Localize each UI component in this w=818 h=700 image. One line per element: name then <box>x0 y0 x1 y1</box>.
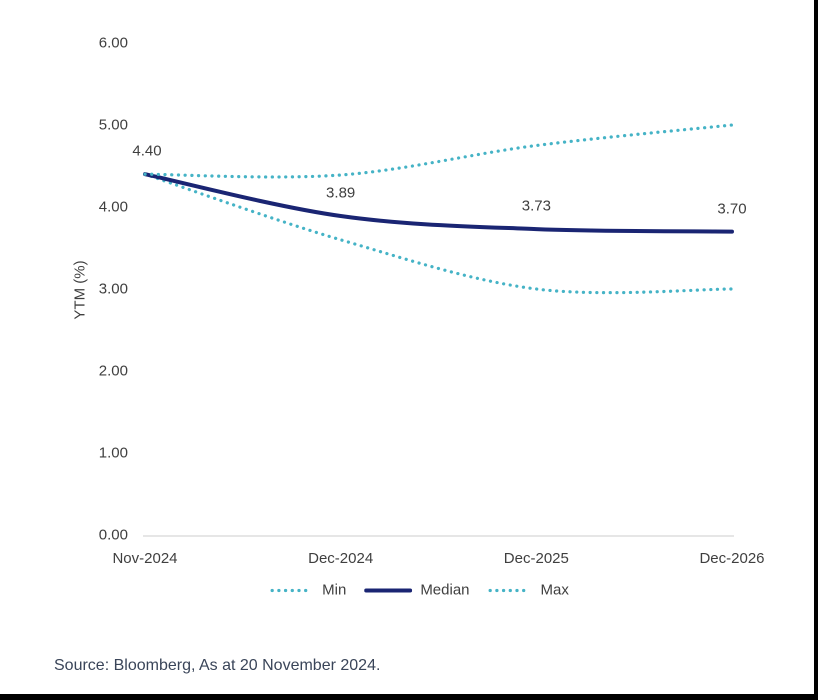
legend-item-median: Median <box>364 581 470 599</box>
x-axis-label: Dec-2026 <box>699 550 765 567</box>
legend-item-max: Max <box>488 582 569 599</box>
data-label: 3.73 <box>521 197 551 215</box>
median-series-line <box>143 172 734 234</box>
x-axis-label: Dec-2025 <box>503 550 569 567</box>
y-tick-label: 2.00 <box>98 362 128 380</box>
max-series-line <box>143 123 734 179</box>
x-axis-label: Nov-2024 <box>112 550 178 567</box>
legend-label-median: Median <box>420 581 470 599</box>
y-tick-label: 0.00 <box>98 526 128 544</box>
data-label: 4.40 <box>132 142 162 160</box>
y-tick-label: 5.00 <box>98 116 128 134</box>
y-tick-label: 4.00 <box>98 198 128 216</box>
y-tick-label: 3.00 <box>98 280 128 298</box>
y-tick-label: 6.00 <box>98 34 128 52</box>
y-tick-label: 1.00 <box>98 444 128 462</box>
data-label: 3.70 <box>717 200 747 218</box>
min-series-line <box>143 172 734 295</box>
min-line-swatch-icon <box>270 588 313 592</box>
x-axis-label: Dec-2024 <box>308 550 374 567</box>
bottom-border-bar <box>0 694 818 700</box>
source-note: Source: Bloomberg, As at 20 November 202… <box>54 657 381 674</box>
legend-item-min: Min <box>269 582 346 599</box>
median-line-swatch-icon <box>364 588 413 592</box>
right-border-bar <box>814 0 818 700</box>
legend-label-max: Max <box>540 581 569 599</box>
max-line-swatch-icon <box>488 588 532 592</box>
legend-label-min: Min <box>322 581 347 599</box>
legend: Min Median Max <box>269 582 569 599</box>
data-label: 3.89 <box>326 184 356 202</box>
